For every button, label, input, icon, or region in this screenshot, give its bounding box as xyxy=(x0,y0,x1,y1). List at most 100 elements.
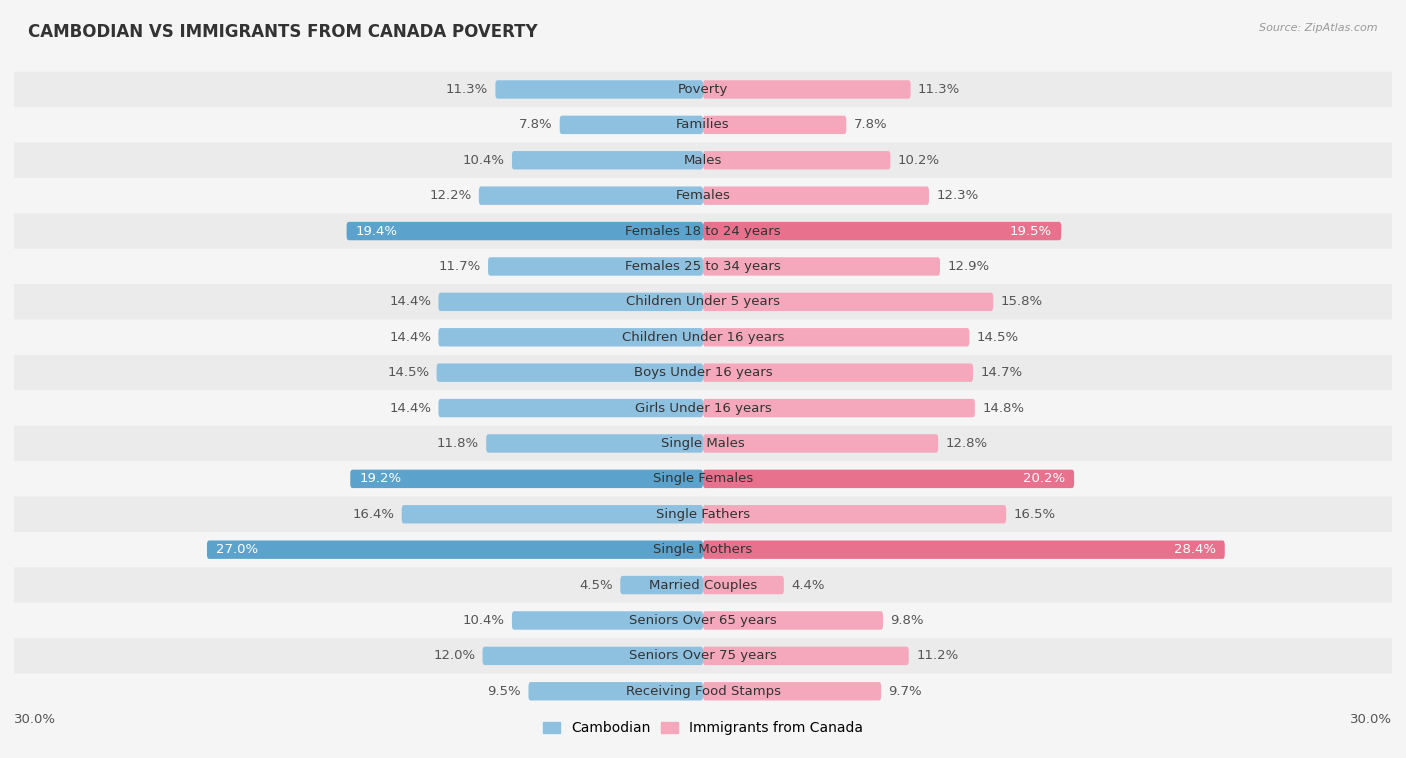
FancyBboxPatch shape xyxy=(703,257,941,276)
FancyBboxPatch shape xyxy=(0,355,1406,390)
Text: Girls Under 16 years: Girls Under 16 years xyxy=(634,402,772,415)
Text: 19.5%: 19.5% xyxy=(1010,224,1052,237)
Text: 9.5%: 9.5% xyxy=(488,684,522,698)
Text: 30.0%: 30.0% xyxy=(14,713,56,725)
Text: Females 25 to 34 years: Females 25 to 34 years xyxy=(626,260,780,273)
Text: 27.0%: 27.0% xyxy=(217,543,259,556)
Text: 12.0%: 12.0% xyxy=(433,650,475,662)
Text: 12.9%: 12.9% xyxy=(948,260,990,273)
Legend: Cambodian, Immigrants from Canada: Cambodian, Immigrants from Canada xyxy=(537,716,869,741)
FancyBboxPatch shape xyxy=(0,390,1406,426)
FancyBboxPatch shape xyxy=(0,426,1406,461)
Text: Single Mothers: Single Mothers xyxy=(654,543,752,556)
Text: Children Under 16 years: Children Under 16 years xyxy=(621,330,785,344)
FancyBboxPatch shape xyxy=(703,186,929,205)
FancyBboxPatch shape xyxy=(0,284,1406,320)
Text: 11.8%: 11.8% xyxy=(437,437,479,450)
FancyBboxPatch shape xyxy=(703,540,1225,559)
FancyBboxPatch shape xyxy=(529,682,703,700)
Text: Females 18 to 24 years: Females 18 to 24 years xyxy=(626,224,780,237)
Text: Seniors Over 75 years: Seniors Over 75 years xyxy=(628,650,778,662)
FancyBboxPatch shape xyxy=(0,107,1406,143)
Text: 15.8%: 15.8% xyxy=(1001,296,1043,309)
FancyBboxPatch shape xyxy=(703,116,846,134)
FancyBboxPatch shape xyxy=(0,143,1406,178)
FancyBboxPatch shape xyxy=(703,647,908,665)
Text: 11.2%: 11.2% xyxy=(917,650,959,662)
FancyBboxPatch shape xyxy=(0,638,1406,674)
FancyBboxPatch shape xyxy=(0,213,1406,249)
Text: Single Males: Single Males xyxy=(661,437,745,450)
Text: Poverty: Poverty xyxy=(678,83,728,96)
Text: 4.5%: 4.5% xyxy=(579,578,613,591)
Text: 11.3%: 11.3% xyxy=(918,83,960,96)
FancyBboxPatch shape xyxy=(703,576,783,594)
Text: 11.3%: 11.3% xyxy=(446,83,488,96)
FancyBboxPatch shape xyxy=(0,320,1406,355)
FancyBboxPatch shape xyxy=(495,80,703,99)
FancyBboxPatch shape xyxy=(486,434,703,453)
Text: 14.5%: 14.5% xyxy=(387,366,429,379)
FancyBboxPatch shape xyxy=(207,540,703,559)
Text: 7.8%: 7.8% xyxy=(519,118,553,131)
Text: 20.2%: 20.2% xyxy=(1022,472,1064,485)
FancyBboxPatch shape xyxy=(0,461,1406,496)
Text: 12.8%: 12.8% xyxy=(945,437,987,450)
Text: 7.8%: 7.8% xyxy=(853,118,887,131)
Text: 9.8%: 9.8% xyxy=(890,614,924,627)
FancyBboxPatch shape xyxy=(703,611,883,630)
Text: 4.4%: 4.4% xyxy=(792,578,825,591)
FancyBboxPatch shape xyxy=(0,249,1406,284)
Text: Seniors Over 65 years: Seniors Over 65 years xyxy=(628,614,778,627)
Text: 16.5%: 16.5% xyxy=(1014,508,1056,521)
Text: CAMBODIAN VS IMMIGRANTS FROM CANADA POVERTY: CAMBODIAN VS IMMIGRANTS FROM CANADA POVE… xyxy=(28,23,537,41)
FancyBboxPatch shape xyxy=(703,151,890,170)
FancyBboxPatch shape xyxy=(0,603,1406,638)
Text: 10.4%: 10.4% xyxy=(463,154,505,167)
FancyBboxPatch shape xyxy=(0,496,1406,532)
Text: 19.4%: 19.4% xyxy=(356,224,398,237)
Text: 14.4%: 14.4% xyxy=(389,402,432,415)
FancyBboxPatch shape xyxy=(703,80,911,99)
Text: Females: Females xyxy=(675,190,731,202)
Text: Single Fathers: Single Fathers xyxy=(657,508,749,521)
Text: 9.7%: 9.7% xyxy=(889,684,922,698)
Text: 12.3%: 12.3% xyxy=(936,190,979,202)
Text: Single Females: Single Females xyxy=(652,472,754,485)
FancyBboxPatch shape xyxy=(0,568,1406,603)
Text: 14.5%: 14.5% xyxy=(977,330,1019,344)
FancyBboxPatch shape xyxy=(703,399,974,417)
FancyBboxPatch shape xyxy=(512,611,703,630)
Text: 14.7%: 14.7% xyxy=(980,366,1022,379)
FancyBboxPatch shape xyxy=(350,470,703,488)
FancyBboxPatch shape xyxy=(347,222,703,240)
FancyBboxPatch shape xyxy=(488,257,703,276)
Text: 14.4%: 14.4% xyxy=(389,330,432,344)
Text: Males: Males xyxy=(683,154,723,167)
FancyBboxPatch shape xyxy=(479,186,703,205)
Text: 16.4%: 16.4% xyxy=(353,508,394,521)
FancyBboxPatch shape xyxy=(437,364,703,382)
Text: Boys Under 16 years: Boys Under 16 years xyxy=(634,366,772,379)
Text: Receiving Food Stamps: Receiving Food Stamps xyxy=(626,684,780,698)
FancyBboxPatch shape xyxy=(703,328,969,346)
Text: 14.8%: 14.8% xyxy=(983,402,1024,415)
Text: 19.2%: 19.2% xyxy=(360,472,402,485)
FancyBboxPatch shape xyxy=(0,674,1406,709)
FancyBboxPatch shape xyxy=(620,576,703,594)
FancyBboxPatch shape xyxy=(512,151,703,170)
FancyBboxPatch shape xyxy=(703,505,1007,524)
Text: Source: ZipAtlas.com: Source: ZipAtlas.com xyxy=(1260,23,1378,33)
Text: 10.2%: 10.2% xyxy=(898,154,939,167)
FancyBboxPatch shape xyxy=(703,682,882,700)
Text: 12.2%: 12.2% xyxy=(429,190,471,202)
FancyBboxPatch shape xyxy=(439,399,703,417)
FancyBboxPatch shape xyxy=(703,470,1074,488)
Text: 30.0%: 30.0% xyxy=(1350,713,1392,725)
Text: 28.4%: 28.4% xyxy=(1174,543,1216,556)
Text: Children Under 5 years: Children Under 5 years xyxy=(626,296,780,309)
Text: Married Couples: Married Couples xyxy=(650,578,756,591)
FancyBboxPatch shape xyxy=(0,178,1406,213)
FancyBboxPatch shape xyxy=(560,116,703,134)
Text: 10.4%: 10.4% xyxy=(463,614,505,627)
